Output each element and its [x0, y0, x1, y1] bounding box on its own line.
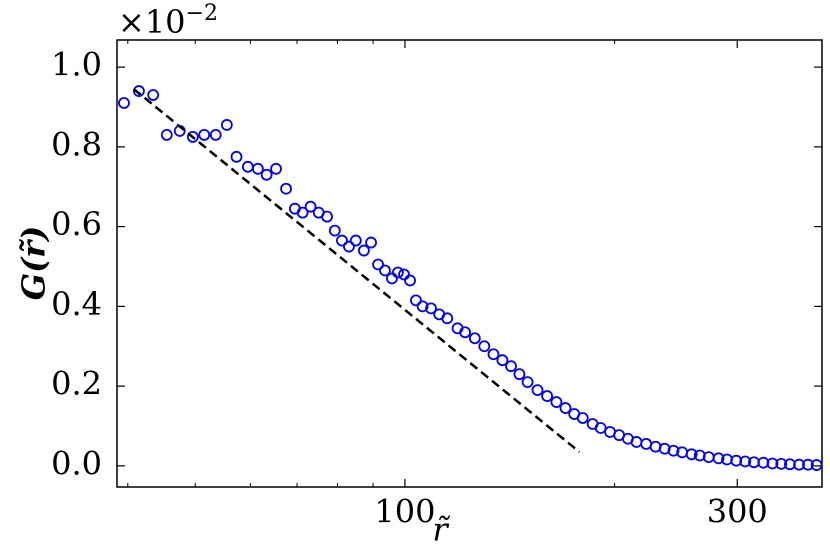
y-tick-label: 0.2 — [51, 365, 102, 403]
fit-line — [132, 88, 581, 453]
data-point — [739, 455, 752, 468]
data-point — [220, 119, 233, 131]
data-point — [541, 390, 554, 402]
data-point — [410, 294, 422, 307]
data-point — [296, 206, 309, 219]
data-point — [478, 340, 491, 353]
data-point — [336, 234, 348, 247]
data-point — [147, 89, 160, 101]
data-point — [209, 129, 222, 141]
data-point — [251, 162, 264, 175]
data-point — [118, 97, 130, 109]
data-point — [198, 129, 211, 141]
data-point — [280, 182, 292, 195]
data-point — [386, 272, 398, 285]
y-tick-label: 0.6 — [51, 205, 102, 243]
data-point — [379, 264, 391, 277]
data-point — [505, 360, 517, 373]
data-point — [459, 326, 471, 339]
data-point — [416, 300, 429, 313]
data-point — [304, 200, 317, 213]
data-point — [230, 150, 243, 163]
data-point — [425, 302, 437, 315]
data-point — [793, 458, 805, 471]
data-point — [576, 412, 589, 424]
data-point — [328, 224, 341, 237]
data-point — [487, 348, 500, 361]
y-tick-label: 1.0 — [51, 46, 102, 84]
data-point — [630, 436, 643, 448]
data-point — [521, 376, 534, 389]
data-point — [468, 332, 481, 345]
y-scale-offset: ×10−2 — [118, 1, 218, 41]
data-point — [496, 354, 509, 367]
data-point — [372, 258, 384, 271]
data-point — [513, 368, 526, 381]
data-point — [441, 312, 454, 325]
data-point — [349, 234, 362, 247]
data-point — [640, 438, 653, 450]
y-scale-exponent: −2 — [186, 1, 218, 26]
x-tick-label: 100 — [374, 493, 435, 531]
y-axis-label: G(r̃) — [15, 226, 53, 300]
y-tick-label: 0.4 — [51, 285, 102, 323]
data-point — [802, 458, 814, 471]
data-point — [810, 459, 823, 471]
data-point — [270, 162, 282, 175]
data-point — [775, 457, 788, 470]
data-point — [559, 402, 572, 414]
data-point — [730, 454, 743, 467]
data-point — [531, 384, 544, 397]
data-point — [357, 244, 370, 257]
data-point — [594, 422, 607, 434]
data-point — [766, 457, 779, 470]
data-point — [365, 236, 377, 249]
data-point — [186, 130, 199, 143]
data-point — [241, 160, 254, 173]
data-point — [667, 444, 680, 457]
data-point — [321, 210, 333, 223]
y-scale-base: ×10 — [118, 3, 186, 41]
x-tick-label: 300 — [707, 493, 768, 531]
y-tick-label: 0.8 — [51, 125, 102, 163]
data-point — [550, 396, 563, 408]
y-tick-label: 0.0 — [51, 444, 102, 482]
data-point — [392, 266, 404, 279]
data-point — [260, 168, 273, 181]
plot-frame — [116, 39, 823, 488]
data-point — [712, 452, 725, 465]
data-point — [685, 448, 698, 461]
data-point — [398, 268, 410, 281]
data-point — [160, 129, 173, 141]
data-point — [404, 274, 416, 287]
x-axis-label: r̃ — [432, 511, 451, 549]
data-point — [343, 240, 355, 253]
data-point — [133, 85, 145, 97]
